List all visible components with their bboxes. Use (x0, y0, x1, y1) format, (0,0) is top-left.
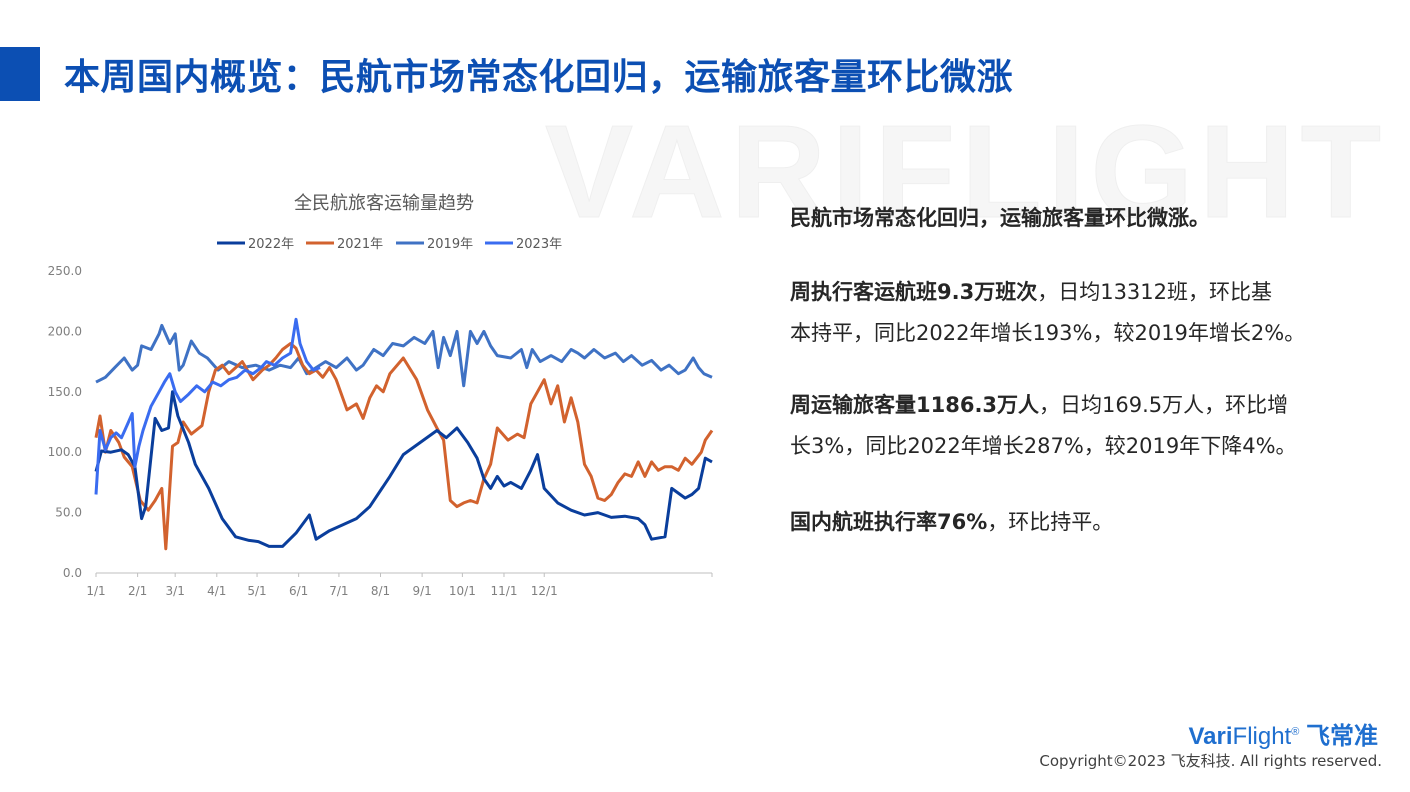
series-line-2022年 (94, 390, 713, 548)
summary-headline: 民航市场常态化回归，运输旅客量环比微涨。 (790, 198, 1370, 239)
copyright-text: Copyright©2023 飞友科技. All rights reserved… (1039, 752, 1382, 770)
page-title: 本周国内概览：民航市场常态化回归，运输旅客量环比微涨 (64, 57, 1014, 98)
chart-legend: 2022年 2021年 2019年 2023年 (217, 237, 562, 252)
x-tick-label: 12/1 (531, 584, 558, 598)
x-tick-label: 11/1 (491, 584, 518, 598)
y-tick-label: 250.0 (48, 264, 82, 278)
series-line-2019年 (95, 323, 713, 388)
x-tick-label: 5/1 (247, 584, 266, 598)
x-tick-label: 7/1 (329, 584, 348, 598)
y-tick-label: 50.0 (55, 506, 82, 520)
y-tick-label: 100.0 (48, 445, 82, 459)
flights-text-1: ，日均13312班，环比基 (1037, 280, 1273, 304)
y-tick-label: 200.0 (48, 324, 82, 338)
x-tick-label: 4/1 (207, 584, 226, 598)
brand-mark: ® (1291, 726, 1300, 738)
x-tick-label: 1/1 (86, 584, 105, 598)
execution-text: ，环比持平。 (987, 510, 1114, 534)
y-tick-label: 0.0 (63, 566, 82, 580)
x-tick-label: 2/1 (128, 584, 147, 598)
brand-cn: 飞常准 (1306, 723, 1378, 750)
x-tick-label: 8/1 (371, 584, 390, 598)
legend-label: 2021年 (337, 237, 383, 252)
brand-light: Flight (1232, 723, 1292, 750)
y-tick-label: 150.0 (48, 385, 82, 399)
legend-label: 2019年 (427, 237, 473, 252)
flights-highlight: 周执行客运航班9.3万班次 (790, 280, 1038, 304)
passengers-paragraph: 周运输旅客量1186.3万人，日均169.5万人，环比增 长3%，同比2022年… (790, 385, 1370, 467)
flights-paragraph: 周执行客运航班9.3万班次，日均13312班，环比基 本持平，同比2022年增长… (790, 272, 1370, 354)
series-line-2021年 (94, 342, 714, 551)
brand-watermark: VARIFLIGHT (544, 98, 1388, 246)
legend-label: 2023年 (516, 237, 562, 252)
title-accent-bar (0, 47, 40, 101)
flights-text-2: 本持平，同比2022年增长193%，较2019年增长2%。 (790, 321, 1306, 345)
x-tick-label: 3/1 (166, 584, 185, 598)
chart-title: 全民航旅客运输量趋势 (294, 193, 474, 214)
x-axis: 1/1 2/1 3/1 4/1 5/1 6/1 7/1 8/1 9/1 10/1 11/1 12/1 (86, 572, 713, 598)
brand-bold: Vari (1188, 723, 1233, 750)
x-tick-label: 9/1 (412, 584, 431, 598)
passengers-text-2: 长3%，同比2022年增长287%，较2019年下降4%。 (790, 434, 1297, 458)
legend-label: 2022年 (248, 237, 294, 252)
execution-highlight: 国内航班执行率76% (790, 510, 988, 534)
brand-logo: VariFlight® 飞常准 (1188, 716, 1378, 751)
passenger-trend-chart: 全民航旅客运输量趋势 2022年 2021年 2019年 2023年 250.0 200… (48, 193, 714, 598)
passengers-highlight: 周运输旅客量1186.3万人 (790, 393, 1040, 417)
x-tick-label: 6/1 (289, 584, 308, 598)
execution-paragraph: 国内航班执行率76%，环比持平。 (790, 502, 1370, 543)
passengers-text-1: ，日均169.5万人，环比增 (1039, 393, 1289, 417)
y-axis: 250.0 200.0 150.0 100.0 50.0 0.0 (48, 264, 82, 580)
series-lines (94, 317, 714, 551)
x-tick-label: 10/1 (449, 584, 476, 598)
series-line-2023年 (94, 317, 321, 495)
summary-panel: 民航市场常态化回归，运输旅客量环比微涨。 周执行客运航班9.3万班次，日均133… (790, 198, 1370, 543)
headline-text: 民航市场常态化回归，运输旅客量环比微涨。 (790, 206, 1210, 230)
